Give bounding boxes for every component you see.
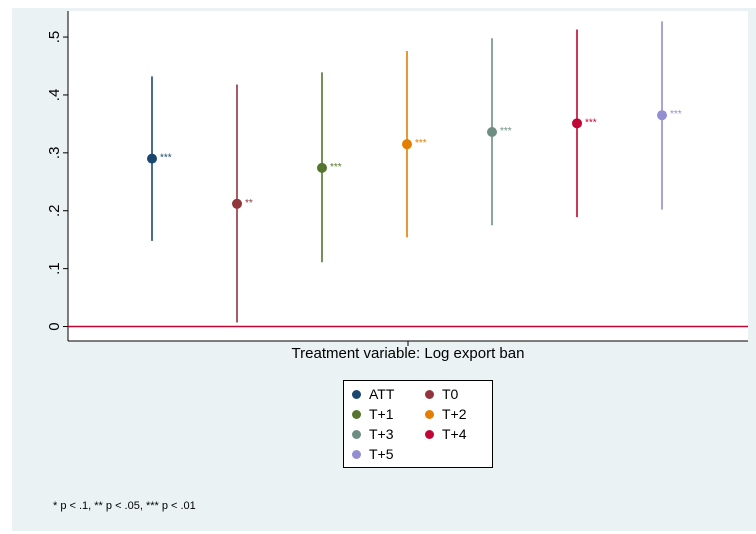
legend-marker: [352, 429, 361, 439]
legend-label: T+1: [369, 406, 394, 422]
plot-area: [68, 11, 748, 341]
legend-label: T+5: [369, 446, 394, 462]
legend-item: T0: [425, 384, 458, 404]
y-tick-label: .5: [46, 31, 63, 44]
point-estimate: [572, 118, 582, 129]
legend-item: T+1: [352, 404, 394, 424]
legend-label: T+4: [442, 426, 467, 442]
significance-label: **: [245, 198, 253, 209]
significance-label: ***: [330, 162, 342, 173]
significance-label: ***: [670, 109, 682, 120]
point-estimate: [317, 162, 327, 173]
significance-note: * p < .1, ** p < .05, *** p < .01: [53, 500, 196, 512]
y-tick-label: .4: [46, 89, 63, 102]
y-ticks: 0 .1 .2 .3 .4 .5: [46, 31, 68, 331]
chart-frame: 0.1.2.3.4.5 *** ** *** *** *** *** *** Treatme…: [12, 8, 756, 531]
legend-item: T+2: [425, 404, 467, 424]
legend-item: T+4: [425, 424, 467, 444]
y-tick-label: .2: [46, 204, 63, 217]
significance-label: ***: [500, 126, 512, 137]
significance-label: ***: [585, 117, 597, 128]
point-estimate: [147, 153, 157, 164]
legend-marker: [425, 389, 434, 399]
coefficient-plot: 0.1.2.3.4.5 ********************: [46, 11, 748, 346]
series-marks: ********************: [147, 21, 682, 323]
y-tick-label: 0: [46, 322, 63, 330]
legend-label: ATT: [369, 386, 395, 402]
point-estimate: [487, 127, 497, 137]
legend-item: T+3: [352, 424, 394, 444]
y-tick-label: .3: [46, 147, 63, 160]
legend-item: T+5: [352, 444, 394, 464]
legend-item: ATT: [352, 384, 394, 404]
legend: ATT T0 T+1 T+2 T+3 T+4 T+5: [343, 380, 493, 468]
point-estimate: [657, 110, 667, 121]
point-estimate: [232, 198, 242, 209]
legend-marker: [352, 409, 361, 419]
legend-label: T+2: [442, 406, 467, 422]
legend-marker: [352, 449, 361, 459]
legend-marker: [425, 409, 434, 419]
legend-label: T0: [442, 386, 459, 402]
legend-label: T+3: [369, 426, 394, 442]
significance-label: ***: [160, 153, 172, 164]
point-estimate: [402, 139, 412, 150]
x-axis-label: Treatment variable: Log export ban: [291, 345, 525, 362]
legend-marker: [425, 429, 434, 439]
significance-label: ***: [415, 138, 427, 149]
y-tick-label: .1: [46, 262, 63, 275]
legend-marker: [352, 389, 361, 399]
